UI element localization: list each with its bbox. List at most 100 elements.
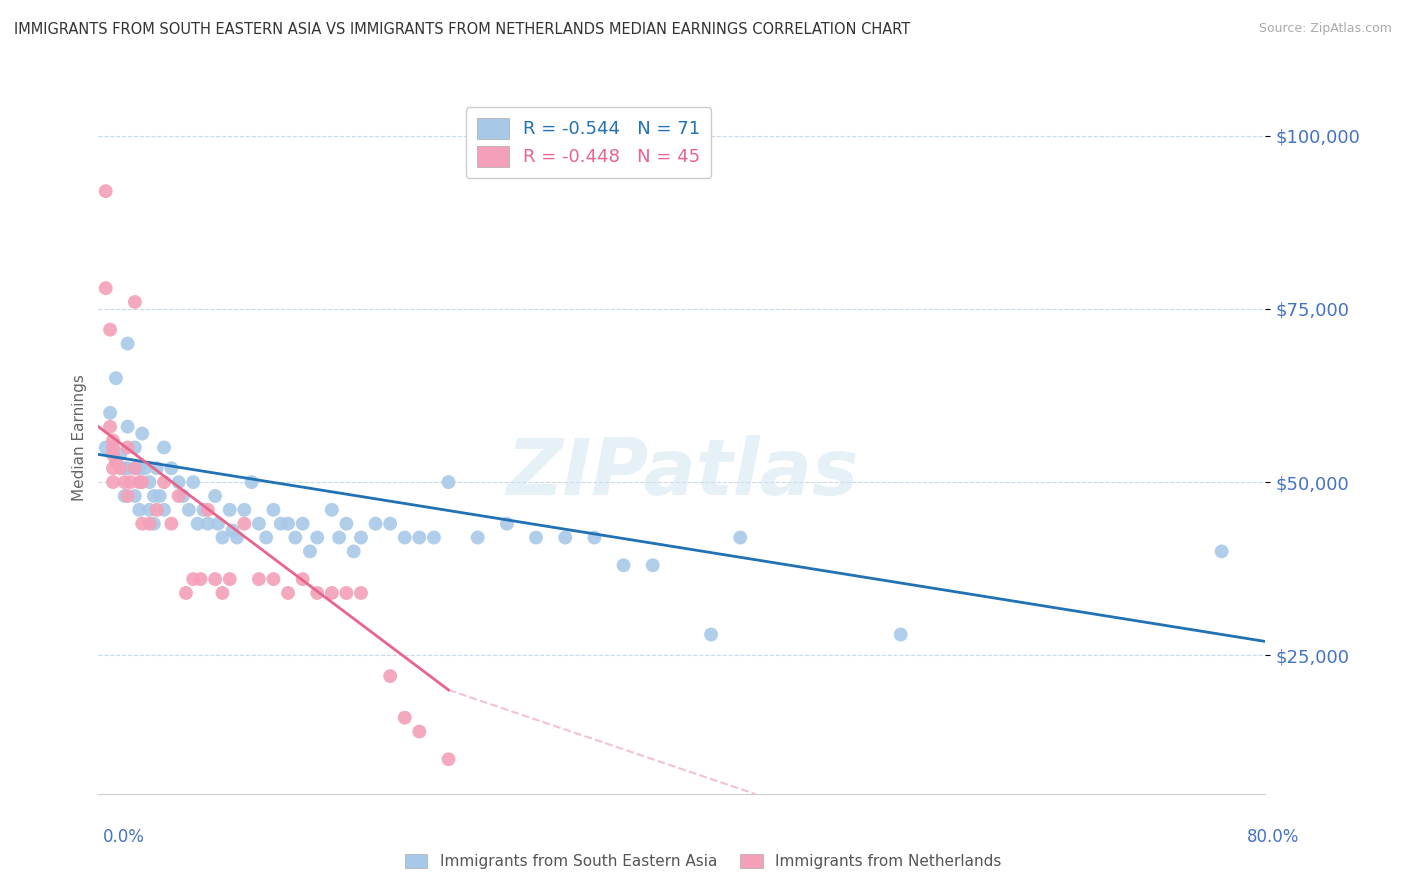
Point [142,516,165,531]
Text: ZIPatlas: ZIPatlas [506,434,858,511]
Point [174,586,197,600]
Point [641,558,664,573]
Point [146,461,169,475]
Point [181,572,204,586]
Point [335,516,357,531]
Point [350,586,373,600]
Point [291,572,314,586]
Point [343,544,366,558]
Point [221,524,243,538]
Point [408,724,430,739]
Point [204,489,226,503]
Point [160,516,183,531]
Point [128,461,150,475]
Point [197,503,219,517]
Point [307,586,329,600]
Point [160,461,183,475]
Point [124,441,146,455]
Point [110,447,132,461]
Point [153,503,176,517]
Point [114,489,136,503]
Point [110,461,132,475]
Point [128,503,150,517]
Point [204,572,226,586]
Point [131,475,153,489]
Point [612,558,634,573]
Point [146,503,169,517]
Point [167,475,190,489]
Point [240,475,263,489]
Point [104,454,127,468]
Point [197,516,219,531]
Point [124,461,146,475]
Point [124,489,146,503]
Point [172,489,194,503]
Point [380,669,402,683]
Point [321,503,343,517]
Point [247,516,270,531]
Point [307,531,329,545]
Point [277,516,299,531]
Point [207,516,229,531]
Point [117,489,139,503]
Point [134,461,156,475]
Point [117,419,139,434]
Point [218,572,240,586]
Point [114,475,136,489]
Point [730,531,752,545]
Point [124,461,146,475]
Point [496,516,519,531]
Point [138,503,160,517]
Point [890,627,912,641]
Point [350,531,373,545]
Point [117,461,139,475]
Point [1211,544,1233,558]
Point [321,586,343,600]
Point [124,295,146,310]
Point [128,475,150,489]
Legend: R = -0.544   N = 71, R = -0.448   N = 45: R = -0.544 N = 71, R = -0.448 N = 45 [465,107,711,178]
Point [298,544,321,558]
Point [254,531,277,545]
Point [120,475,142,489]
Point [437,475,460,489]
Point [277,586,299,600]
Point [524,531,547,545]
Point [98,419,121,434]
Point [167,489,190,503]
Point [94,281,117,295]
Point [149,489,172,503]
Text: IMMIGRANTS FROM SOUTH EASTERN ASIA VS IMMIGRANTS FROM NETHERLANDS MEDIAN EARNING: IMMIGRANTS FROM SOUTH EASTERN ASIA VS IM… [14,22,910,37]
Point [394,531,416,545]
Text: 80.0%: 80.0% [1247,828,1299,846]
Point [226,531,249,545]
Point [101,461,124,475]
Point [181,475,204,489]
Point [142,489,165,503]
Point [117,441,139,455]
Point [233,516,256,531]
Point [218,503,240,517]
Point [328,531,350,545]
Point [138,475,160,489]
Point [423,531,446,545]
Point [380,516,402,531]
Point [131,516,153,531]
Point [233,503,256,517]
Point [187,516,209,531]
Point [104,371,127,385]
Point [284,531,307,545]
Point [98,406,121,420]
Point [177,503,200,517]
Point [153,475,176,489]
Point [98,323,121,337]
Point [364,516,387,531]
Text: Source: ZipAtlas.com: Source: ZipAtlas.com [1258,22,1392,36]
Point [94,184,117,198]
Point [94,441,117,455]
Point [190,572,212,586]
Point [153,441,176,455]
Point [554,531,576,545]
Point [211,586,233,600]
Point [437,752,460,766]
